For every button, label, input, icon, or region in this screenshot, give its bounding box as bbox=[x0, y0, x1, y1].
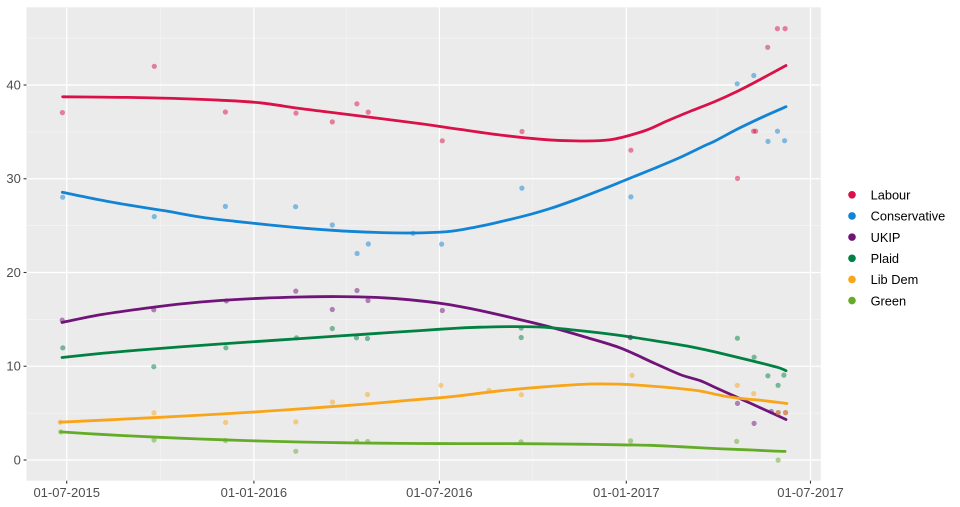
svg-text:UKIP: UKIP bbox=[871, 230, 901, 245]
svg-text:01-01-2016: 01-01-2016 bbox=[221, 485, 288, 500]
svg-text:01-07-2017: 01-07-2017 bbox=[777, 485, 844, 500]
svg-text:10: 10 bbox=[6, 359, 20, 374]
svg-text:Plaid: Plaid bbox=[871, 251, 899, 266]
svg-text:Conservative: Conservative bbox=[871, 209, 946, 224]
svg-text:Green: Green bbox=[871, 293, 907, 308]
svg-text:01-07-2015: 01-07-2015 bbox=[33, 485, 100, 500]
svg-text:01-07-2016: 01-07-2016 bbox=[406, 485, 473, 500]
svg-text:0: 0 bbox=[14, 452, 21, 467]
svg-text:30: 30 bbox=[6, 171, 20, 186]
svg-text:40: 40 bbox=[6, 77, 20, 92]
svg-text:01-01-2017: 01-01-2017 bbox=[593, 485, 660, 500]
svg-text:Lib Dem: Lib Dem bbox=[871, 272, 919, 287]
svg-text:Labour: Labour bbox=[871, 188, 912, 203]
svg-text:20: 20 bbox=[6, 265, 20, 280]
